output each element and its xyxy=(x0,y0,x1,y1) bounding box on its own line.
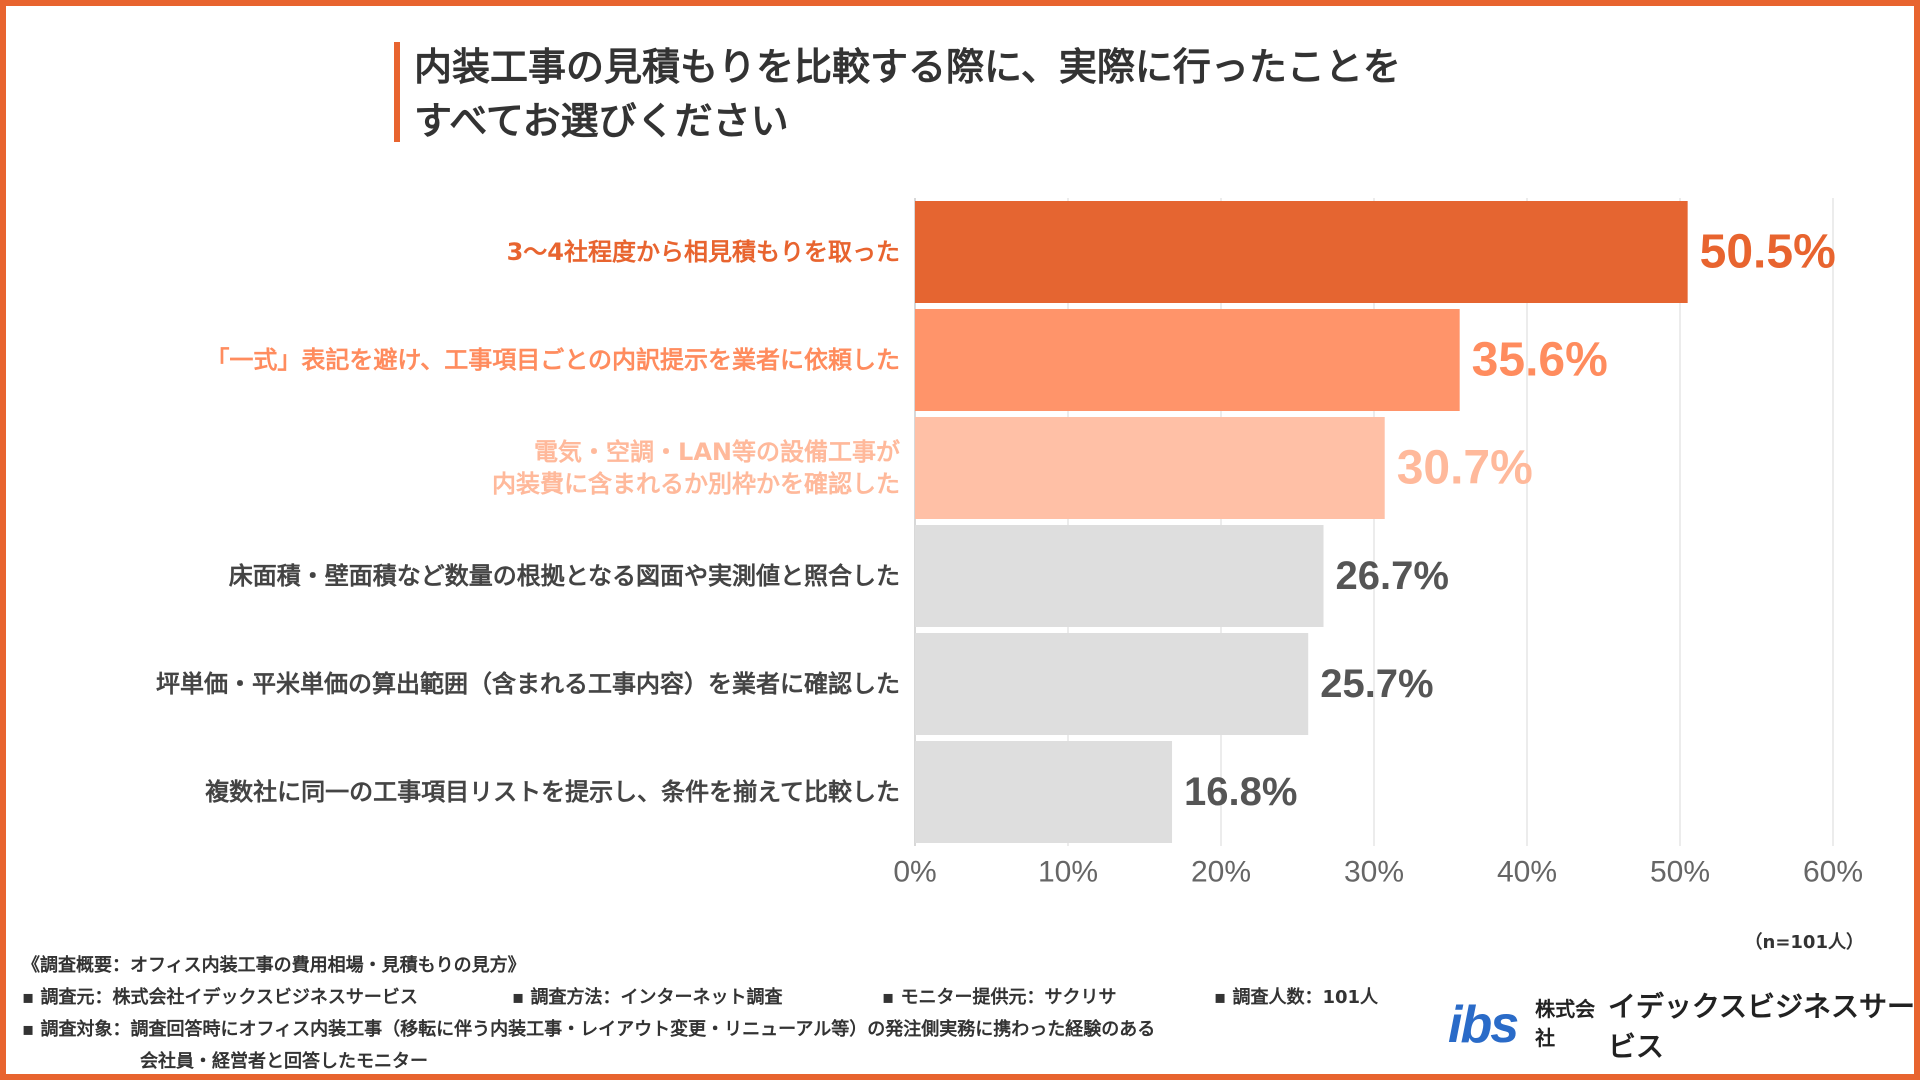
bar xyxy=(915,417,1385,519)
data-label: 50.5% xyxy=(1700,226,1836,279)
title-line-2: すべてお選びください xyxy=(414,99,789,143)
bar xyxy=(915,201,1688,303)
bar xyxy=(915,525,1324,627)
data-label: 25.7% xyxy=(1320,662,1433,706)
category-label: 坪単価・平米単価の算出範囲（含まれる工事内容）を業者に確認した xyxy=(156,670,900,698)
x-tick-label: 60% xyxy=(1803,856,1863,889)
page-title: 内装工事の見積もりを比較する際に、実際に行ったことを すべてお選びください xyxy=(414,40,1714,148)
category-label: 電気・空調・LAN等の設備工事が xyxy=(534,438,900,466)
category-label: 「一式」表記を避け、工事項目ごとの内訳提示を業者に依頼した xyxy=(205,346,900,374)
survey-target-cont: 会社員・経営者と回答したモニター xyxy=(140,1051,428,1072)
logo-mark: ibs xyxy=(1448,996,1519,1054)
company-logo: ibs 株式会社 イデックスビジネスサービス xyxy=(1448,985,1920,1065)
survey-overview: 《調査概要：オフィス内装工事の費用相場・見積もりの見方》 xyxy=(22,955,526,976)
survey-method: ▪ 調査方法：インターネット調査 xyxy=(512,987,783,1008)
bar xyxy=(915,633,1309,735)
data-label: 35.6% xyxy=(1472,334,1608,387)
data-label: 16.8% xyxy=(1184,770,1297,814)
data-label: 26.7% xyxy=(1336,554,1449,598)
bar xyxy=(915,309,1460,411)
logo-company-name: 株式会社 イデックスビジネスサービス xyxy=(1535,985,1920,1065)
x-tick-label: 20% xyxy=(1191,856,1251,889)
category-label: 床面積・壁面積など数量の根拠となる図面や実測値と照合した xyxy=(229,562,900,590)
logo-company-main: イデックスビジネスサービス xyxy=(1607,990,1916,1063)
logo-company-prefix: 株式会社 xyxy=(1535,997,1596,1050)
category-label: 複数社に同一の工事項目リストを提示し、条件を揃えて比較した xyxy=(205,778,900,806)
bar xyxy=(915,741,1173,843)
x-tick-label: 30% xyxy=(1344,856,1404,889)
sample-size-note: （n=101人） xyxy=(1744,932,1864,953)
x-tick-label: 50% xyxy=(1650,856,1710,889)
x-tick-label: 0% xyxy=(893,856,936,889)
data-label: 30.7% xyxy=(1397,442,1533,495)
x-tick-label: 10% xyxy=(1038,856,1098,889)
survey-monitor: ▪ モニター提供元：サクリサ xyxy=(882,987,1117,1008)
category-label: 3～4社程度から相見積もりを取った xyxy=(507,238,900,266)
bar-chart: 50.5% 3～4社程度から相見積もりを取った 35.6% 「一式」表記を避け、工事項… xyxy=(156,198,1863,889)
title-line-1: 内装工事の見積もりを比較する際に、実際に行ったことを xyxy=(414,45,1401,89)
survey-target: ▪ 調査対象：調査回答時にオフィス内装工事（移転に伴う内装工事・レイアウト変更・… xyxy=(22,1019,1156,1040)
survey-count: ▪ 調査人数：101人 xyxy=(1214,987,1379,1008)
category-label: 内装費に含まれるか別枠かを確認した xyxy=(492,470,900,498)
survey-source: ▪ 調査元：株式会社イデックスビジネスサービス xyxy=(22,987,418,1008)
x-tick-label: 40% xyxy=(1497,856,1557,889)
title-accent-bar xyxy=(394,42,400,142)
